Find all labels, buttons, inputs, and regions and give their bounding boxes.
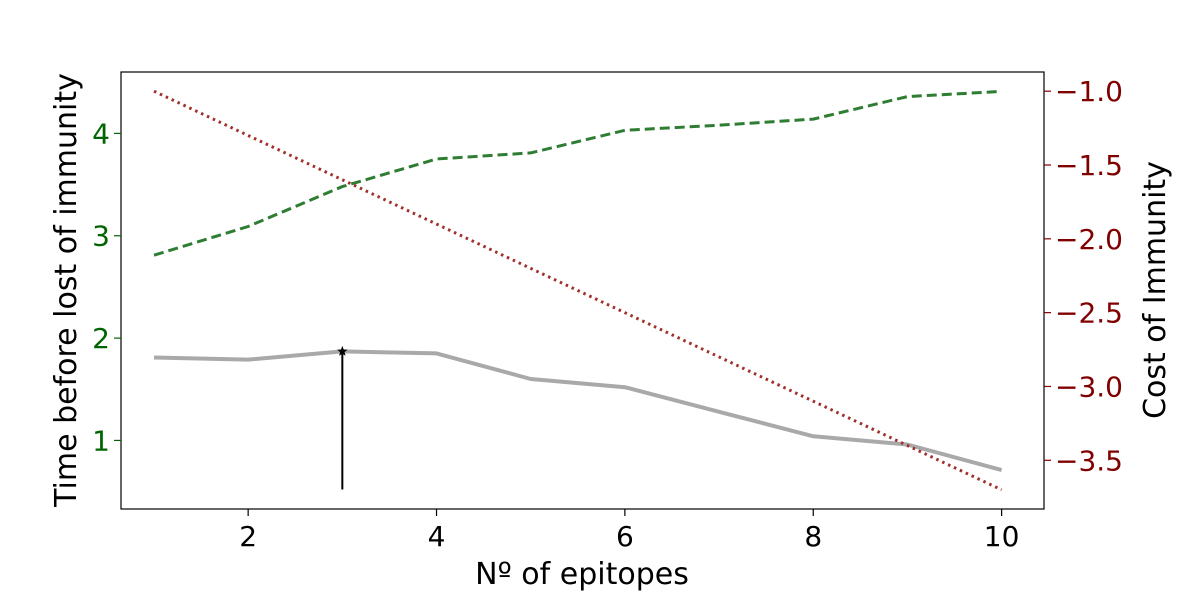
right-y-tick-label: −3.5 — [1055, 444, 1123, 477]
right-y-axis-label: Cost of Immunity — [1138, 161, 1173, 419]
right-y-tick-label: −1.0 — [1055, 75, 1123, 108]
right-y-tick-label: −1.5 — [1055, 149, 1123, 182]
right-y-tick-label: −2.0 — [1055, 223, 1123, 256]
x-axis-label: Nº of epitopes — [475, 557, 689, 592]
x-tick-label: 2 — [239, 520, 257, 553]
x-tick-label: 10 — [984, 520, 1020, 553]
x-tick-label: 4 — [428, 520, 446, 553]
left-y-tick-label: 1 — [92, 424, 110, 457]
x-tick-label: 8 — [804, 520, 822, 553]
left-y-tick-label: 4 — [92, 117, 110, 150]
x-tick-label: 6 — [616, 520, 634, 553]
series-line-0-dashed — [153, 89, 1002, 257]
marker-star — [337, 345, 348, 356]
left-y-axis-label: Time before lost of immunity — [49, 73, 84, 508]
x-axis: 2 4 6 8 10 — [239, 509, 1019, 553]
right-y-tick-label: −3.0 — [1055, 370, 1123, 403]
left-y-tick-label: 2 — [92, 322, 110, 355]
right-y-tick-label: −2.5 — [1055, 297, 1123, 330]
series-line-2-dotted — [153, 89, 1003, 492]
marker-layer — [337, 345, 348, 490]
left-y-axis: 1 2 3 4 — [92, 117, 121, 457]
plot-frame — [120, 71, 1045, 510]
right-y-axis: −1.0 −1.5 −2.0 −2.5 −3.0 −3.5 — [1044, 75, 1123, 477]
series-layer — [153, 89, 1003, 492]
left-y-tick-label: 3 — [92, 220, 110, 253]
series-line-1-solid — [153, 349, 1003, 473]
